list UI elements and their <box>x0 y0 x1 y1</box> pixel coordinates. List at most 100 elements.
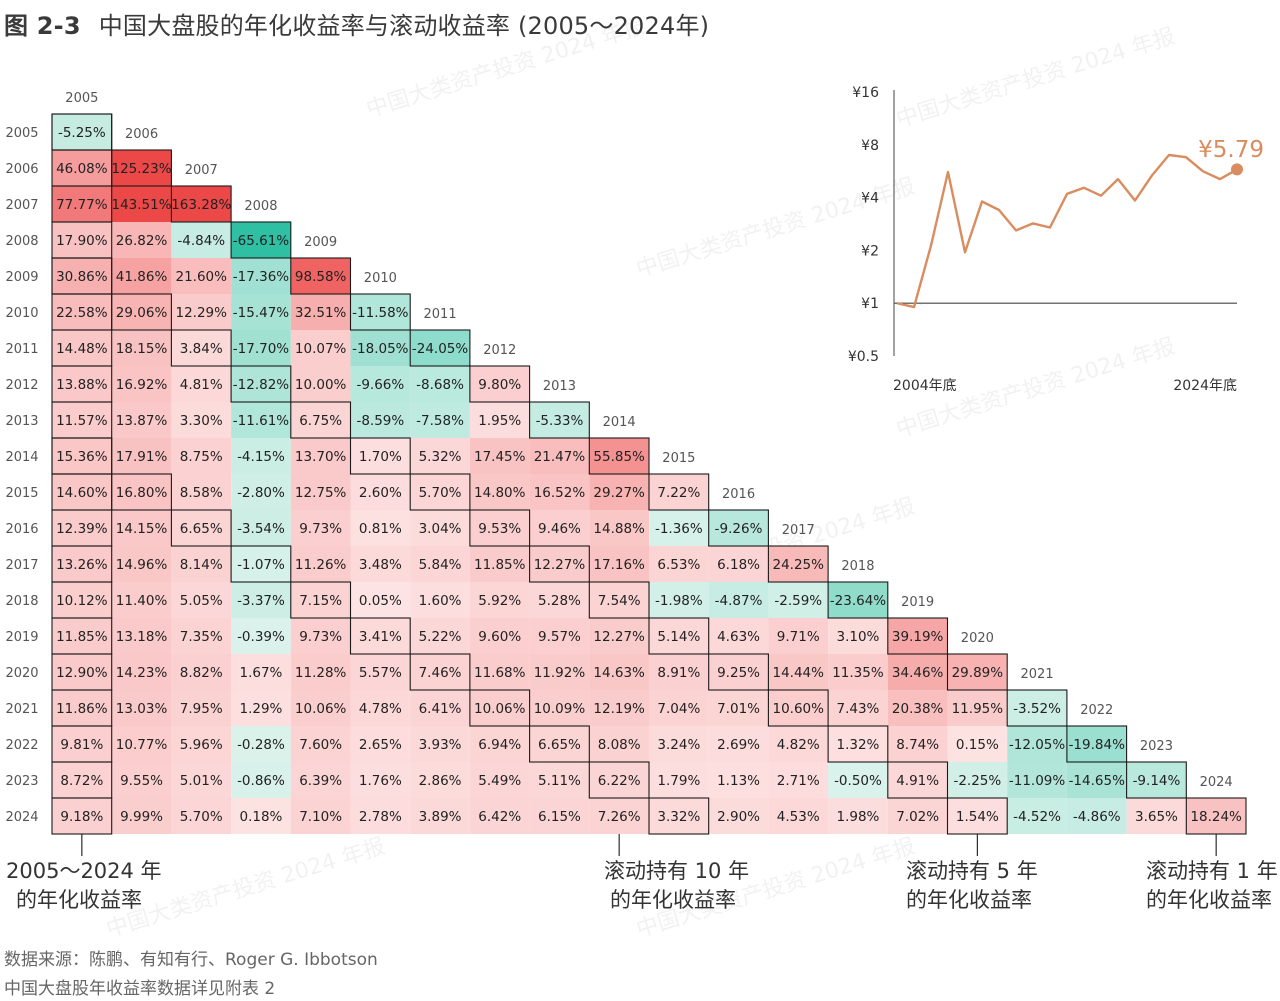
heatmap-cell-value: 2.69% <box>717 737 760 753</box>
heatmap-cell <box>410 546 470 582</box>
heatmap-cell-value: -7.58% <box>416 413 464 429</box>
heatmap-cell <box>947 798 1008 834</box>
figure-number: 图 2-3 <box>4 12 81 40</box>
heatmap-cell-value: -9.66% <box>356 377 404 393</box>
heatmap-cell-value: 8.82% <box>180 665 223 681</box>
heatmap-cell <box>529 726 590 762</box>
rolling-5y-outline <box>230 365 292 403</box>
heatmap-cell <box>410 366 470 402</box>
heatmap-cell-value: 4.53% <box>777 809 820 825</box>
heatmap-cell <box>171 258 232 294</box>
row-year-label: 2011 <box>5 342 38 357</box>
heatmap-cell <box>290 366 351 402</box>
heatmap-cell-value: 7.02% <box>896 809 939 825</box>
heatmap-cell-value: 14.60% <box>56 485 108 501</box>
heatmap-cell <box>231 618 291 654</box>
heatmap-cell <box>410 438 470 474</box>
heatmap-cell <box>529 690 590 726</box>
heatmap-cell-value: 16.52% <box>534 485 586 501</box>
row-year-label: 2018 <box>5 594 38 609</box>
heatmap-cell <box>828 654 888 690</box>
heatmap-cell-value: 9.60% <box>478 629 521 645</box>
heatmap-cell <box>350 294 411 330</box>
heatmap-cell-value: 15.36% <box>56 449 108 465</box>
heatmap-cell-value: 10.07% <box>295 341 347 357</box>
inset-end-value-label: ¥5.79 <box>1198 137 1264 163</box>
heatmap-cell <box>171 294 232 330</box>
heatmap-cell <box>111 654 172 690</box>
heatmap-cell-value: 11.40% <box>116 593 168 609</box>
column-year-label: 2014 <box>603 415 636 430</box>
heatmap-cell-value: 22.58% <box>56 305 108 321</box>
heatmap-cell-value: 4.81% <box>180 377 223 393</box>
heatmap-cell <box>231 258 291 294</box>
heatmap-cell-value: 8.58% <box>180 485 223 501</box>
heatmap-cell-value: 7.54% <box>598 593 641 609</box>
heatmap-cell-value: 2.78% <box>359 809 402 825</box>
heatmap-cell <box>350 546 411 582</box>
heatmap-cell <box>290 762 351 798</box>
heatmap-cell-value: 7.10% <box>299 809 342 825</box>
heatmap-cell-value: 11.26% <box>295 557 347 573</box>
rolling-1y-outline <box>529 401 590 439</box>
heatmap-cell-value: 10.77% <box>116 737 168 753</box>
heatmap-cell-value: 6.41% <box>419 701 462 717</box>
return-matrix-heatmap: 2005 -5.25% 2005 2006 46.08% 125.23% 2006 2007 7… <box>5 91 1247 856</box>
heatmap-cell-value: 5.96% <box>180 737 223 753</box>
heatmap-cell-value: -3.37% <box>237 593 285 609</box>
heatmap-cell <box>529 654 590 690</box>
column-year-label: 2008 <box>244 199 277 214</box>
column-year-label: 2020 <box>961 631 994 646</box>
heatmap-cell-value: 12.39% <box>56 521 108 537</box>
rolling-1y-outline <box>290 257 352 295</box>
heatmap-cell <box>111 366 172 402</box>
inset-end-point <box>1231 163 1243 176</box>
heatmap-cell-value: 8.91% <box>657 665 700 681</box>
heatmap-cell <box>171 798 232 834</box>
heatmap-cell <box>290 582 351 618</box>
heatmap-cell <box>290 726 351 762</box>
heatmap-cell <box>171 618 232 654</box>
heatmap-cell <box>589 690 649 726</box>
heatmap-cell-value: -19.84% <box>1069 737 1126 753</box>
heatmap-cell-value: -8.59% <box>356 413 404 429</box>
row-year-label: 2019 <box>5 630 38 645</box>
heatmap-cell <box>887 798 948 834</box>
heatmap-cell <box>290 690 351 726</box>
row-year-label: 2005 <box>5 126 38 141</box>
heatmap-cell-value: 2.90% <box>717 809 760 825</box>
rolling-5y-outline <box>170 329 232 367</box>
heatmap-cell-value: 5.70% <box>180 809 223 825</box>
heatmap-cell <box>469 546 530 582</box>
heatmap-cell-value: 7.46% <box>419 665 462 681</box>
heatmap-cell <box>231 474 291 510</box>
heatmap-cell-value: 21.60% <box>176 269 228 285</box>
label-rolling-1y: 滚动持有 1 年 的年化收益率 <box>1146 857 1278 915</box>
heatmap-cell <box>887 618 948 654</box>
heatmap-cell-value: 14.15% <box>116 521 168 537</box>
heatmap-cell-value: 34.46% <box>892 665 944 681</box>
heatmap-cell-value: 0.81% <box>359 521 402 537</box>
heatmap-cell <box>828 762 888 798</box>
heatmap-cell <box>589 546 649 582</box>
heatmap-cell-value: 2.71% <box>777 773 820 789</box>
heatmap-cell-value: 7.22% <box>657 485 700 501</box>
heatmap-cell-value: 1.54% <box>956 809 999 825</box>
heatmap-cell <box>469 618 530 654</box>
heatmap-cell <box>52 690 112 726</box>
heatmap-cell <box>231 546 291 582</box>
heatmap-cell <box>52 150 112 186</box>
heatmap-cell-value: 0.18% <box>240 809 283 825</box>
heatmap-cell <box>171 654 232 690</box>
heatmap-cell <box>410 654 470 690</box>
heatmap-cell-value: -4.87% <box>715 593 763 609</box>
heatmap-cell-value: 12.19% <box>593 701 645 717</box>
heatmap-cell-value: -0.39% <box>237 629 285 645</box>
heatmap-cell-value: 6.65% <box>538 737 581 753</box>
heatmap-cell-value: -12.82% <box>233 377 290 393</box>
heatmap-cell-value: 5.32% <box>419 449 462 465</box>
rolling-5y-outline <box>767 689 829 727</box>
column-year-label: 2011 <box>424 307 457 322</box>
heatmap-cell-value: 9.46% <box>538 521 581 537</box>
heatmap-cell-value: 9.99% <box>120 809 163 825</box>
